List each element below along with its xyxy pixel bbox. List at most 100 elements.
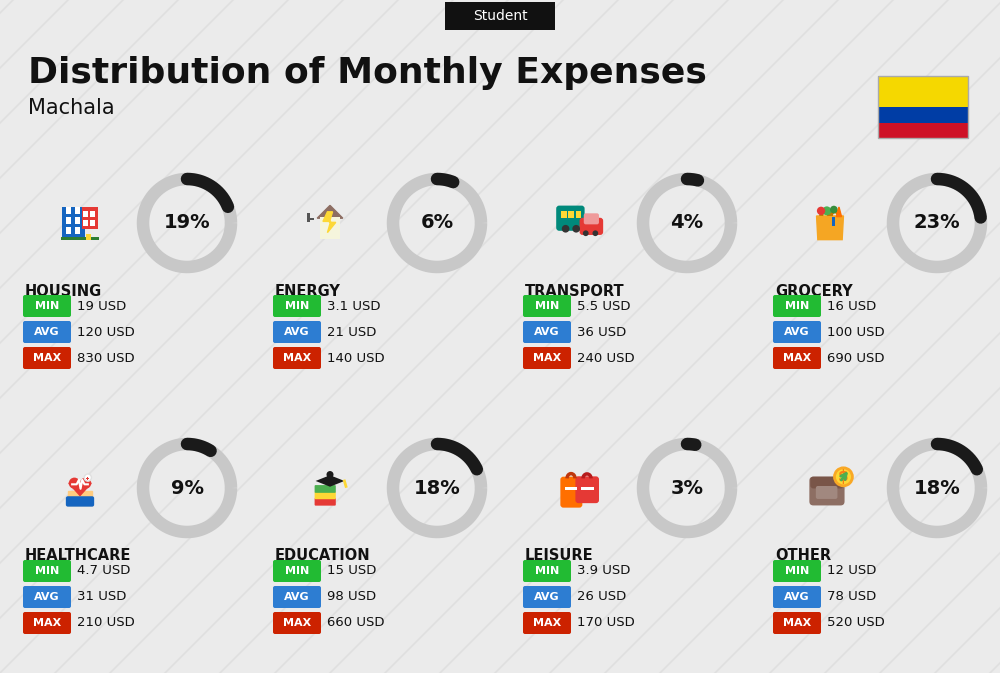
Text: AVG: AVG: [34, 592, 60, 602]
Text: 120 USD: 120 USD: [77, 326, 135, 339]
Text: MAX: MAX: [783, 618, 811, 628]
Bar: [307, 213, 308, 217]
Text: MAX: MAX: [533, 618, 561, 628]
Text: AVG: AVG: [534, 592, 560, 602]
Text: 18%: 18%: [914, 479, 960, 497]
FancyBboxPatch shape: [273, 295, 321, 317]
Text: MIN: MIN: [535, 301, 559, 311]
Circle shape: [592, 230, 598, 236]
FancyBboxPatch shape: [523, 295, 571, 317]
Text: 6%: 6%: [420, 213, 454, 232]
Text: AVG: AVG: [284, 327, 310, 337]
Text: 4%: 4%: [670, 213, 704, 232]
Text: TRANSPORT: TRANSPORT: [525, 283, 625, 299]
Polygon shape: [836, 207, 842, 217]
Text: OTHER: OTHER: [775, 548, 831, 563]
Text: 19%: 19%: [164, 213, 210, 232]
FancyBboxPatch shape: [809, 476, 845, 505]
Bar: [86, 234, 91, 240]
Text: AVG: AVG: [784, 327, 810, 337]
Circle shape: [817, 207, 825, 215]
Polygon shape: [817, 216, 843, 240]
Text: MAX: MAX: [33, 353, 61, 363]
Circle shape: [326, 471, 334, 478]
Text: 830 USD: 830 USD: [77, 351, 135, 365]
FancyBboxPatch shape: [773, 347, 821, 369]
Text: EDUCATION: EDUCATION: [275, 548, 371, 563]
Text: 12 USD: 12 USD: [827, 565, 876, 577]
Text: AVG: AVG: [284, 592, 310, 602]
Bar: [561, 211, 567, 218]
Text: MAX: MAX: [283, 353, 311, 363]
Text: 19 USD: 19 USD: [77, 299, 126, 312]
Bar: [66, 227, 71, 234]
Bar: [327, 474, 333, 481]
Text: MIN: MIN: [535, 566, 559, 576]
Text: LEISURE: LEISURE: [525, 548, 594, 563]
Text: MAX: MAX: [33, 618, 61, 628]
Text: MIN: MIN: [785, 566, 809, 576]
Text: Machala: Machala: [28, 98, 115, 118]
Text: 21 USD: 21 USD: [327, 326, 376, 339]
Bar: [307, 215, 310, 222]
Text: 5.5 USD: 5.5 USD: [577, 299, 631, 312]
FancyBboxPatch shape: [556, 205, 585, 231]
Bar: [878, 76, 968, 138]
FancyBboxPatch shape: [773, 560, 821, 582]
Text: 3%: 3%: [670, 479, 704, 497]
FancyBboxPatch shape: [273, 321, 321, 343]
Circle shape: [834, 468, 852, 486]
Text: MIN: MIN: [35, 301, 59, 311]
FancyBboxPatch shape: [445, 2, 555, 30]
FancyBboxPatch shape: [315, 491, 336, 499]
Bar: [62, 207, 85, 239]
Bar: [86, 478, 89, 479]
FancyBboxPatch shape: [560, 476, 582, 507]
Text: MIN: MIN: [285, 566, 309, 576]
Text: 210 USD: 210 USD: [77, 616, 135, 629]
Text: 660 USD: 660 USD: [327, 616, 384, 629]
FancyBboxPatch shape: [315, 485, 336, 493]
Circle shape: [830, 206, 838, 213]
FancyBboxPatch shape: [584, 213, 599, 224]
Text: 690 USD: 690 USD: [827, 351, 885, 365]
FancyBboxPatch shape: [66, 496, 94, 507]
Text: MAX: MAX: [783, 353, 811, 363]
Polygon shape: [69, 483, 91, 495]
Text: 4.7 USD: 4.7 USD: [77, 565, 130, 577]
FancyBboxPatch shape: [523, 586, 571, 608]
FancyBboxPatch shape: [273, 612, 321, 634]
Polygon shape: [323, 212, 336, 233]
Text: 3.9 USD: 3.9 USD: [577, 565, 630, 577]
FancyBboxPatch shape: [23, 321, 71, 343]
FancyBboxPatch shape: [23, 347, 71, 369]
Bar: [90, 221, 95, 226]
FancyBboxPatch shape: [523, 321, 571, 343]
Text: GROCERY: GROCERY: [775, 283, 853, 299]
Bar: [66, 217, 71, 224]
Text: 9%: 9%: [170, 479, 204, 497]
Bar: [878, 76, 968, 107]
Bar: [75, 227, 80, 234]
Bar: [75, 217, 80, 224]
Bar: [878, 122, 968, 138]
Bar: [568, 211, 574, 218]
Text: 26 USD: 26 USD: [577, 590, 626, 604]
Bar: [82, 207, 98, 229]
FancyBboxPatch shape: [23, 295, 71, 317]
Bar: [581, 487, 594, 489]
Text: 15 USD: 15 USD: [327, 565, 376, 577]
FancyBboxPatch shape: [773, 586, 821, 608]
FancyBboxPatch shape: [23, 612, 71, 634]
Circle shape: [562, 225, 569, 233]
FancyBboxPatch shape: [523, 347, 571, 369]
Polygon shape: [68, 491, 92, 505]
Text: 16 USD: 16 USD: [827, 299, 876, 312]
Text: MIN: MIN: [35, 566, 59, 576]
Text: MAX: MAX: [533, 353, 561, 363]
Text: 140 USD: 140 USD: [327, 351, 385, 365]
Text: ENERGY: ENERGY: [275, 283, 341, 299]
Text: AVG: AVG: [784, 592, 810, 602]
Bar: [66, 207, 71, 214]
FancyBboxPatch shape: [523, 560, 571, 582]
